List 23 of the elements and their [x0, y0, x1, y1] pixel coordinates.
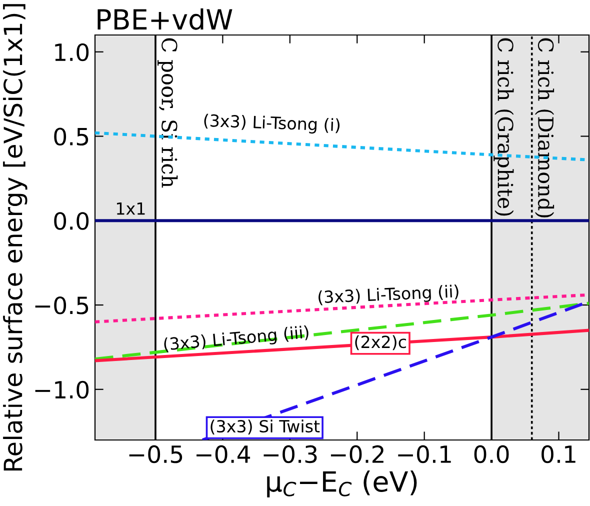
- x-tick-label: −0.5: [129, 445, 182, 464]
- y-tick-label: 0.0: [54, 212, 89, 230]
- x-tick-label: −0.2: [330, 445, 384, 464]
- ref-line-label: C rich (Graphite): [494, 38, 514, 216]
- x-axis-title: μ$_{C}$−E$_{C}$ (eV): [267, 470, 417, 498]
- chart-title: PBE+vdW: [98, 8, 232, 30]
- y-tick-label: −0.5: [35, 296, 88, 314]
- x-tick-label: −0.1: [398, 445, 451, 464]
- series-label: (3x3) Li-Tsong (ii): [318, 284, 459, 307]
- series-label: 1x1: [116, 202, 145, 215]
- series-label: (3x3) Li-Tsong (iii): [164, 325, 310, 354]
- x-tick-label: 0.0: [474, 445, 509, 464]
- y-tick-label: 0.5: [54, 128, 88, 146]
- ref-line-label: C rich (Diamond): [534, 38, 554, 218]
- y-axis-title: Relative surface energy [eV/SiC(1x1)]: [3, 4, 28, 471]
- y-tick-label: −1.0: [35, 380, 89, 399]
- series-label: (2x2)c: [355, 335, 406, 350]
- y-tick-label: 1.0: [55, 43, 89, 62]
- x-tick-label: 0.1: [542, 445, 576, 464]
- series-label: (3x3) Li-Tsong (i): [204, 114, 340, 135]
- x-tick-label: −0.4: [196, 445, 250, 464]
- x-tick-label: −0.3: [264, 445, 317, 464]
- series-label: (3x3) Si Twist: [210, 420, 320, 435]
